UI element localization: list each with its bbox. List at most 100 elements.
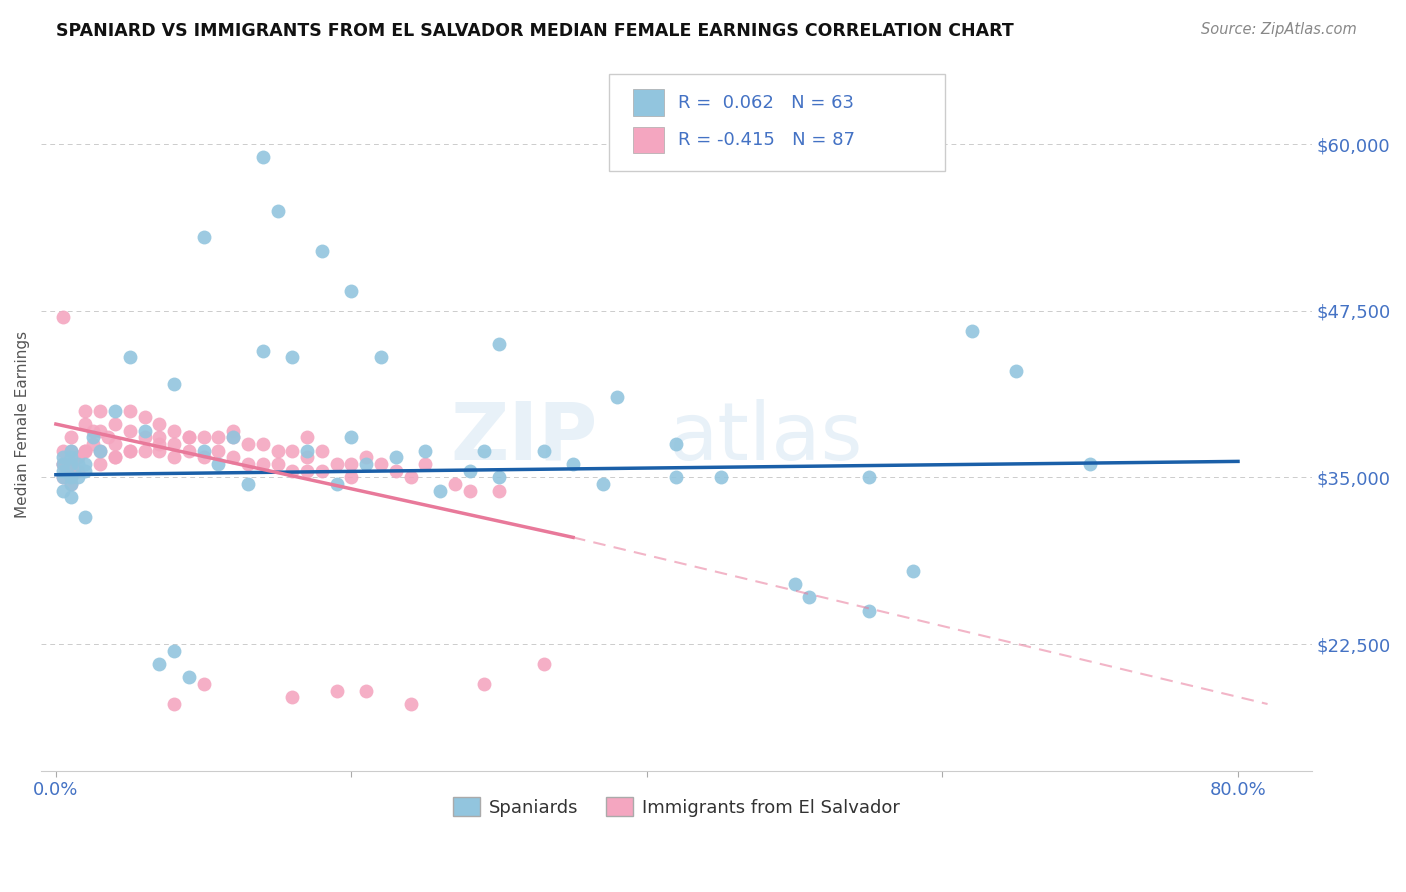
Point [354,683,377,698]
Point [104,450,127,465]
Point [325,477,347,491]
Text: SPANIARD VS IMMIGRANTS FROM EL SALVADOR MEDIAN FEMALE EARNINGS CORRELATION CHART: SPANIARD VS IMMIGRANTS FROM EL SALVADOR … [56,22,1014,40]
Point [52,310,75,325]
Point [960,324,983,338]
Y-axis label: Median Female Earnings: Median Female Earnings [15,331,30,517]
Point [1078,457,1101,471]
Point [59,470,82,484]
Point [222,424,245,438]
Point [52,450,75,465]
Point [207,457,229,471]
Point [281,690,304,705]
Point [236,477,259,491]
Point [799,591,821,605]
Point [311,443,333,458]
Point [340,457,363,471]
Point [118,403,141,417]
Point [444,477,467,491]
Point [75,443,97,458]
Point [82,424,104,438]
Point [370,351,392,365]
Point [533,657,555,671]
Point [59,477,82,491]
Point [252,437,274,451]
Point [104,437,127,451]
Point [148,437,170,451]
Point [59,443,82,458]
Point [858,604,880,618]
Point [1005,364,1028,378]
Point [118,424,141,438]
Point [59,457,82,471]
Point [222,450,245,465]
Point [163,437,186,451]
Point [295,430,318,444]
Point [901,564,924,578]
Point [67,450,90,465]
Point [266,203,288,218]
Point [148,443,170,458]
Point [89,424,111,438]
Point [429,483,451,498]
Point [533,443,555,458]
Point [193,677,215,691]
Point [252,150,274,164]
Point [67,464,90,478]
Point [89,443,111,458]
Point [222,430,245,444]
Point [474,443,496,458]
Point [488,337,510,351]
Point [89,457,111,471]
Point [325,457,347,471]
Point [134,410,156,425]
Point [236,457,259,471]
Point [148,430,170,444]
Point [89,443,111,458]
Point [266,443,288,458]
Point [82,430,104,444]
Point [295,443,318,458]
Point [177,430,200,444]
Point [207,430,229,444]
Point [340,284,363,298]
Point [281,443,304,458]
Point [134,443,156,458]
Point [488,470,510,484]
Point [118,443,141,458]
Point [148,417,170,431]
Point [665,437,688,451]
Point [52,470,75,484]
Point [252,343,274,358]
Point [399,470,422,484]
Point [163,450,186,465]
Point [193,443,215,458]
Point [59,457,82,471]
Point [59,477,82,491]
Point [413,443,436,458]
Point [75,510,97,524]
Point [384,464,406,478]
Point [783,577,806,591]
Point [354,450,377,465]
Point [858,470,880,484]
Point [193,450,215,465]
Point [75,464,97,478]
Text: ZIP: ZIP [450,399,598,477]
Point [295,450,318,465]
Point [163,697,186,711]
Point [67,457,90,471]
Point [134,424,156,438]
Point [67,450,90,465]
Point [82,437,104,451]
Point [59,443,82,458]
Point [104,403,127,417]
Point [148,657,170,671]
Point [281,351,304,365]
Point [59,430,82,444]
Point [665,470,688,484]
Point [59,457,82,471]
Point [52,470,75,484]
Point [52,457,75,471]
Point [281,464,304,478]
Point [710,470,733,484]
